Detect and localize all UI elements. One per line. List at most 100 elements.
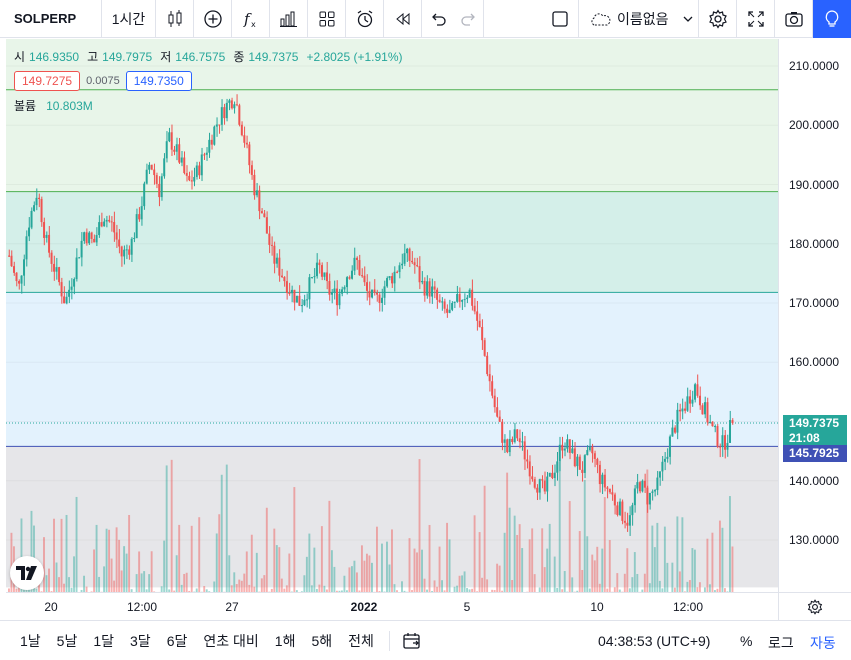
layout-name-label: 이름없음 [617, 10, 669, 27]
candle-body [398, 265, 401, 273]
range-button-2[interactable]: 1달 [93, 632, 115, 649]
candle-style-button[interactable] [156, 0, 194, 38]
axis-settings-button[interactable] [778, 592, 851, 620]
undo-button[interactable] [422, 0, 454, 38]
candle-body [133, 237, 136, 239]
candle-body [423, 280, 426, 296]
price-axis[interactable]: 210.0000 200.0000 190.0000 180.0000 170.0000… [778, 39, 851, 592]
fullscreen-button[interactable] [737, 0, 775, 38]
templates-button[interactable] [308, 0, 346, 38]
range-button-3[interactable]: 3달 [130, 632, 151, 649]
range-button-0[interactable]: 1날 [20, 632, 41, 649]
candle-body [581, 469, 584, 473]
replay-button[interactable] [384, 0, 422, 38]
candle-body [30, 210, 33, 228]
redo-button[interactable] [454, 0, 484, 38]
time-axis[interactable]: 20 12:00 27 2022 5 10 12:00 [6, 592, 778, 620]
candle-body [255, 190, 258, 196]
settings-button[interactable] [699, 0, 737, 38]
price-chart[interactable] [6, 39, 778, 592]
buy-button[interactable]: 149.7350 [125, 71, 192, 91]
symbol-search-button[interactable]: SOLPERP [0, 0, 102, 38]
candle-body [10, 255, 13, 267]
volume-bar [325, 589, 328, 592]
candle-body [350, 270, 353, 279]
volume-bar [48, 568, 50, 592]
interval-button[interactable]: 1시간 [102, 0, 156, 38]
range-button-7[interactable]: 5해 [311, 632, 333, 649]
candle-body [48, 234, 51, 253]
candle-body [388, 276, 391, 279]
candle-body [358, 260, 361, 276]
candle-body [103, 221, 106, 227]
candle-body [496, 407, 499, 417]
candle-body [468, 289, 471, 298]
volume-bar [240, 580, 243, 592]
volume-bar [678, 571, 681, 592]
volume-bar [305, 556, 308, 592]
volume-bar [556, 587, 559, 592]
candle-body [518, 438, 521, 443]
auto-scale-button[interactable]: 자동 [810, 635, 836, 651]
volume-bar [543, 567, 546, 592]
volume-bar [185, 572, 188, 592]
date-range-icon[interactable] [402, 631, 422, 651]
screenshot-button[interactable] [775, 0, 813, 38]
volume-bar [371, 562, 373, 592]
candle-body [403, 253, 406, 264]
volume-bar [481, 577, 484, 592]
range-button-8[interactable]: 전체 [348, 632, 374, 649]
publish-idea-button[interactable] [813, 0, 851, 38]
alert-button[interactable] [346, 0, 384, 38]
volume-bar [23, 588, 25, 592]
candle-body [491, 381, 494, 396]
svg-text:f: f [243, 10, 252, 28]
candle-body [493, 395, 496, 408]
timezone-clock[interactable]: 04:38:53 (UTC+9) [598, 633, 711, 649]
layout-button[interactable] [541, 0, 579, 38]
gear-icon [807, 598, 823, 615]
price-tick: 200.0000 [789, 118, 840, 133]
candle-body [278, 257, 281, 276]
volume-bar [255, 552, 258, 592]
chart-pane[interactable] [6, 39, 778, 592]
volume-bar [70, 587, 73, 592]
candle-body [621, 501, 624, 521]
zone-band-3 [6, 446, 778, 588]
range-button-6[interactable]: 1해 [274, 632, 296, 649]
layout-name-button[interactable]: 이름없음 [579, 0, 699, 38]
candle-body [253, 174, 256, 196]
spread-value: 0.0075 [86, 75, 120, 87]
volume-bar [688, 580, 691, 592]
volume-bar [516, 534, 519, 592]
compare-button[interactable] [270, 0, 308, 38]
range-button-5[interactable]: 연초 대비 [203, 632, 259, 649]
log-scale-button[interactable]: 로그 [768, 635, 794, 651]
range-button-4[interactable]: 6달 [166, 632, 188, 649]
candle-body [516, 429, 519, 439]
candle-body [33, 205, 36, 211]
volume-bar [693, 549, 696, 592]
candle-body [158, 183, 161, 198]
candle-body [713, 426, 716, 428]
sell-button[interactable]: 149.7275 [14, 71, 81, 91]
volume-bar [333, 566, 336, 592]
volume-bar [355, 572, 358, 592]
volume-bar [143, 571, 146, 592]
volume-bar [726, 591, 729, 592]
volume-bar [168, 589, 171, 592]
candle-body [365, 282, 368, 291]
volume-bar [528, 539, 531, 592]
candle-body [145, 169, 148, 184]
add-indicator-button[interactable] [194, 0, 232, 38]
range-button-1[interactable]: 5날 [56, 632, 78, 649]
volume-bar [651, 525, 654, 592]
candle-body [318, 262, 321, 266]
volume-bar [353, 560, 356, 592]
volume-bar [613, 587, 616, 592]
volume-bar [60, 518, 63, 592]
volume-bar [656, 522, 659, 592]
tradingview-logo[interactable] [10, 556, 44, 590]
percent-scale-button[interactable]: % [740, 633, 753, 649]
